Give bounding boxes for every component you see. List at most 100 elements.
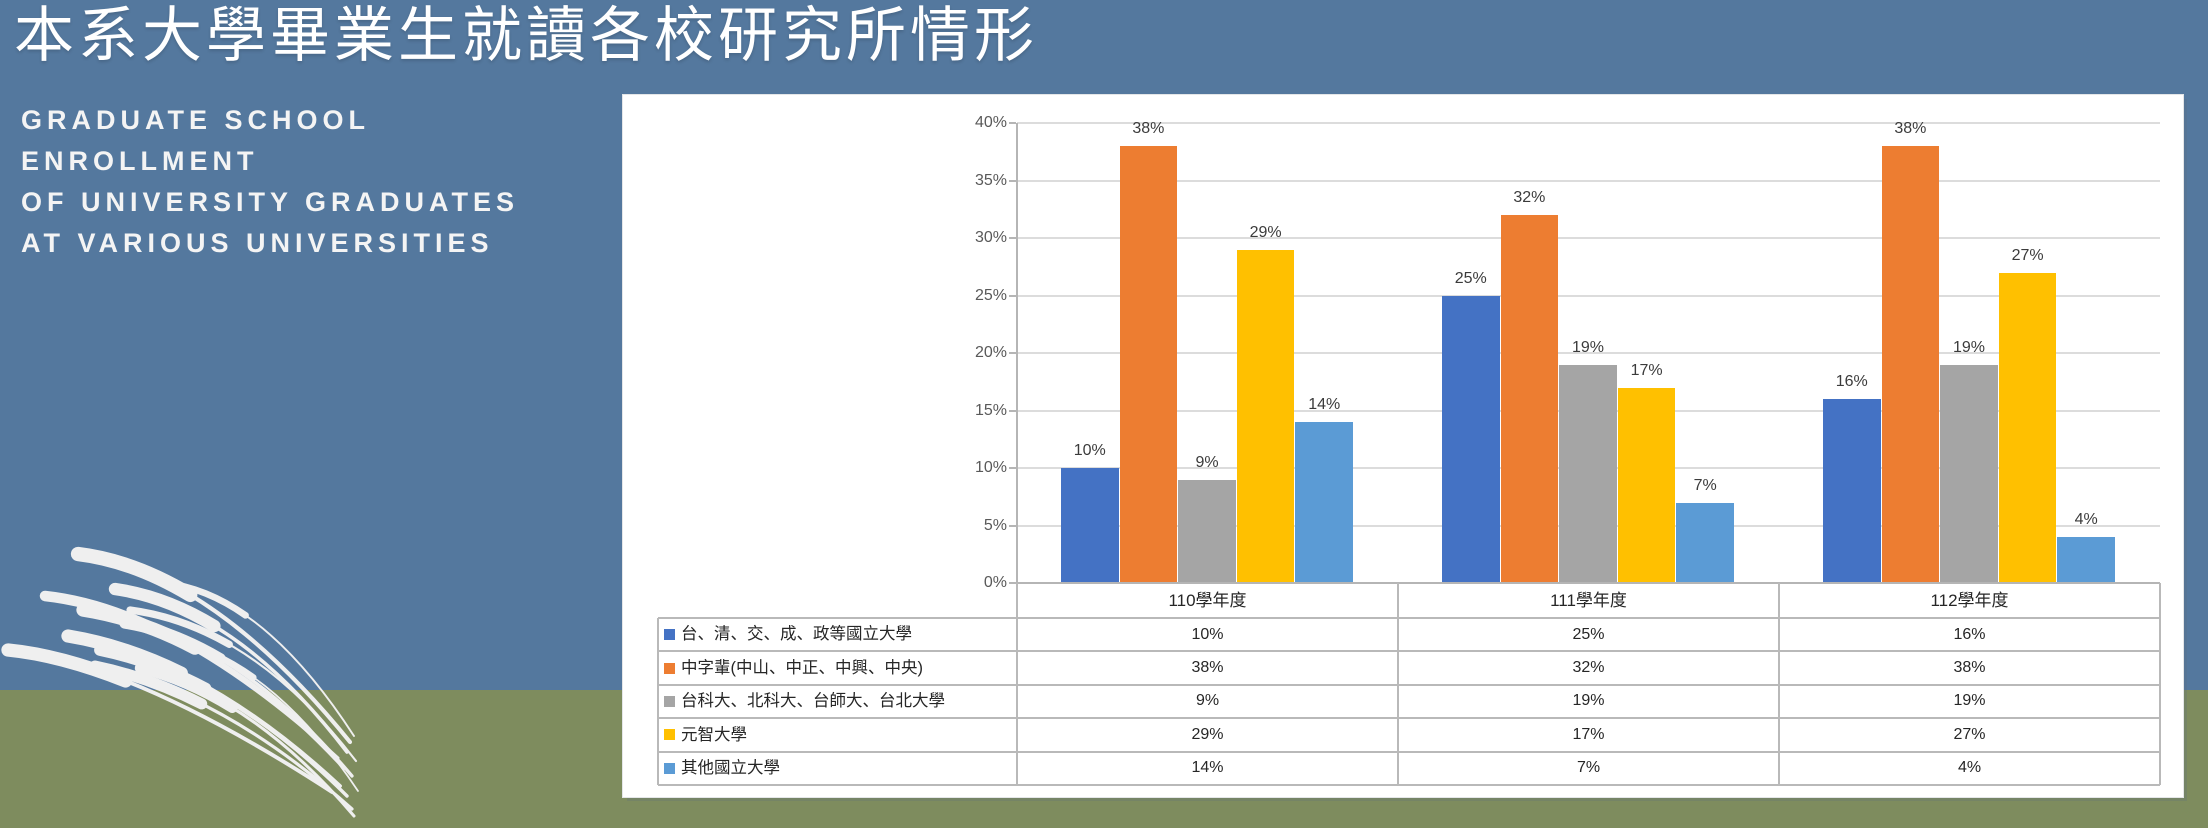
page-subtitle-line: GRADUATE SCHOOL [21,105,370,135]
y-axis-tick [1009,294,1016,297]
y-axis-tick [1009,467,1016,469]
grass-blade-head [168,636,257,681]
x-axis-line [1017,582,2160,584]
bar-value-label: 19% [1571,338,1605,356]
bar [1178,479,1236,583]
y-axis-tick [1009,122,1016,124]
bar [1676,502,1735,583]
bar-value-label: 7% [1693,476,1717,494]
bar [1881,146,1940,583]
table-grid-line [1016,583,1018,785]
value-cell: 19% [1572,692,1605,710]
bar-value-label: 14% [1308,396,1341,413]
value-cell: 32% [1572,659,1605,677]
table-grid-line [658,717,2160,720]
y-tick-label: 15% [974,401,1007,419]
bar [1940,364,1998,583]
page-subtitle-line: ENROLLMENT [21,146,259,176]
bar-value-label: 38% [1894,120,1927,137]
page-subtitle-line: AT VARIOUS UNIVERSITIES [21,228,494,258]
series-name: 其他國立大學 [681,759,780,778]
bar-value-label: 10% [1073,442,1106,459]
y-tick-label: 25% [974,286,1007,304]
y-axis-line [1016,123,1018,618]
y-axis-tick [1009,179,1016,182]
page-subtitle-line: OF UNIVERSITY GRADUATES [21,187,520,217]
y-tick-label: 20% [974,344,1007,361]
value-cell: 10% [1191,625,1224,643]
value-cell: 9% [1195,692,1220,710]
table-grid-line [658,784,2160,786]
bar [1295,422,1354,583]
bar [1998,272,2057,583]
grass-blade-head [1,643,133,688]
category-header-cell: 111學年度 [1550,591,1627,610]
bar [1500,215,1559,583]
bar-value-label: 32% [1513,189,1546,206]
bar [1441,295,1500,583]
table-grid-line [1778,583,1780,785]
value-cell: 16% [1953,625,1986,643]
series-label-cell: 其他國立大學 [658,752,1017,785]
bar [2057,537,2116,583]
bar-value-label: 25% [1454,269,1487,287]
table-grid-line [657,618,659,785]
series-label-cell: 元智大學 [658,718,1017,751]
grass-blade-head [108,582,221,633]
series-name: 台、清、交、成、政等國立大學 [681,625,912,644]
bar-value-label: 16% [1835,373,1868,390]
table-grid-line [658,617,2160,619]
y-tick-label: 35% [974,171,1007,189]
series-color-swatch [664,729,675,741]
y-axis-tick [1009,352,1016,354]
table-grid-line [2159,583,2161,785]
bar [1119,146,1178,583]
bar-value-label: 19% [1952,338,1986,356]
bar [1617,387,1676,583]
value-cell: 38% [1191,659,1224,677]
bar-value-label: 17% [1630,361,1663,379]
series-label-cell: 中字輩(中山、中正、中興、中央) [658,651,1017,684]
y-axis-tick [1009,582,1016,584]
bar [1060,468,1119,583]
bar [1559,364,1617,583]
value-cell: 7% [1576,759,1601,777]
series-name: 元智大學 [681,725,747,744]
y-axis-tick [1009,524,1016,527]
page-subtitle: GRADUATE SCHOOL ENROLLMENT OF UNIVERSITY G… [21,100,519,264]
grass-blade-head [161,579,249,619]
bar [1236,249,1295,583]
y-tick-label: 10% [974,459,1007,476]
value-cell: 4% [1957,759,1982,777]
grass-blade-tail [123,621,354,778]
value-cell: 29% [1191,725,1224,743]
y-gridline [1017,237,2160,239]
page-title: 本系大學畢業生就讀各校研究所情形 [14,2,1038,69]
table-grid-line [1397,583,1399,785]
y-tick-label: 5% [983,516,1007,534]
y-gridline [1017,179,2160,182]
y-tick-label: 40% [974,114,1007,131]
series-name: 中字輩(中山、中正、中興、中央) [681,658,923,677]
value-cell: 38% [1953,659,1986,677]
category-header-cell: 112學年度 [1930,591,2009,610]
series-color-swatch [664,762,675,774]
series-label-cell: 台科大、北科大、台師大、台北大學 [658,685,1017,718]
series-color-swatch [664,662,675,674]
y-axis-tick [1009,409,1016,412]
bar [1822,399,1881,583]
series-color-swatch [664,629,675,641]
bar-chart: 0% 5% 10% 15% 20% 25% 30% 35% 40% 10% 38% 9% 29% 14% 2… [623,95,2183,797]
chart-panel: 0% 5% 10% 15% 20% 25% 30% 35% 40% 10% 38% 9% 29% 14% 2… [623,95,2183,797]
value-cell: 19% [1953,692,1986,710]
series-color-swatch [664,695,675,707]
table-grid-line [658,650,2160,653]
grass-decoration-graphic [1,546,359,818]
category-header-cell: 110學年度 [1168,591,1247,610]
series-label-cell: 台、清、交、成、政等國立大學 [658,618,1017,651]
bar-value-label: 9% [1195,453,1219,471]
bar-value-label: 29% [1249,223,1282,241]
bar-value-label: 4% [2074,511,2098,528]
grass-blade-head [126,606,233,649]
